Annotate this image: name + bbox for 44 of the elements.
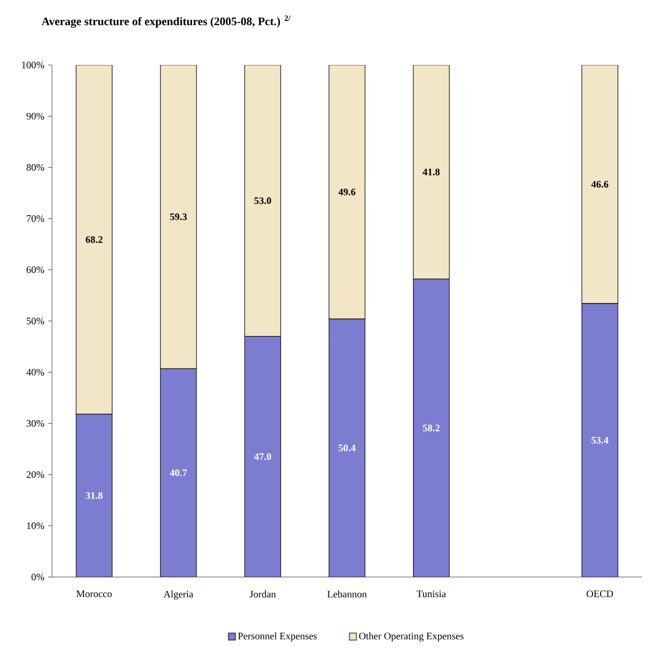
data-label: 58.2 bbox=[422, 424, 440, 432]
data-label: 50.4 bbox=[338, 444, 356, 452]
y-tick-label: 60% bbox=[26, 266, 44, 274]
x-tick-label: Tunisia bbox=[416, 590, 446, 598]
bar bbox=[582, 303, 618, 577]
bar bbox=[160, 368, 196, 577]
y-tick-label: 30% bbox=[26, 420, 44, 427]
y-tick-label: 10% bbox=[27, 522, 44, 530]
data-label: 47.0 bbox=[254, 453, 272, 460]
data-label: 46.6 bbox=[591, 180, 608, 188]
y-tick-label: 90% bbox=[26, 112, 44, 120]
legend-label: Personnel Expenses bbox=[238, 632, 317, 642]
y-tick-label: 70% bbox=[26, 215, 44, 222]
chart-title: Average structure of expenditures (2005-08, Pct.) $^{2/}$ bbox=[42, 16, 291, 28]
x-tick-label: Jordan bbox=[250, 590, 276, 598]
data-label: 41.8 bbox=[422, 168, 440, 176]
y-tick-label: 50% bbox=[26, 318, 44, 324]
bar bbox=[76, 64, 112, 414]
data-label: 53.0 bbox=[254, 197, 272, 204]
bar bbox=[160, 64, 197, 369]
x-tick-label: Algeria bbox=[164, 590, 194, 600]
y-tick-label: 80% bbox=[26, 164, 44, 171]
bar bbox=[244, 336, 281, 577]
data-label: 68.2 bbox=[86, 236, 102, 243]
bar bbox=[582, 64, 618, 304]
data-label: 40.7 bbox=[170, 469, 187, 476]
y-tick-label: 40% bbox=[26, 368, 44, 376]
y-tick-label: 0% bbox=[32, 574, 44, 580]
bar bbox=[328, 64, 366, 320]
x-tick-label: Morocco bbox=[76, 590, 112, 598]
data-label: 53.4 bbox=[592, 436, 608, 444]
y-tick-label: 20% bbox=[26, 471, 44, 478]
x-tick-label: OECD bbox=[586, 590, 614, 598]
y-tick-label: 100% bbox=[22, 62, 44, 68]
bar bbox=[244, 64, 282, 337]
bar bbox=[412, 64, 450, 280]
data-label: 31.8 bbox=[86, 492, 103, 499]
bar bbox=[76, 414, 112, 577]
x-tick-label: Lebannon bbox=[327, 590, 367, 598]
bar bbox=[413, 279, 450, 577]
data-label: 49.6 bbox=[338, 188, 356, 196]
legend-label: Other Operating Expenses bbox=[359, 632, 464, 642]
data-label: 59.3 bbox=[170, 213, 187, 220]
bar bbox=[329, 318, 365, 577]
